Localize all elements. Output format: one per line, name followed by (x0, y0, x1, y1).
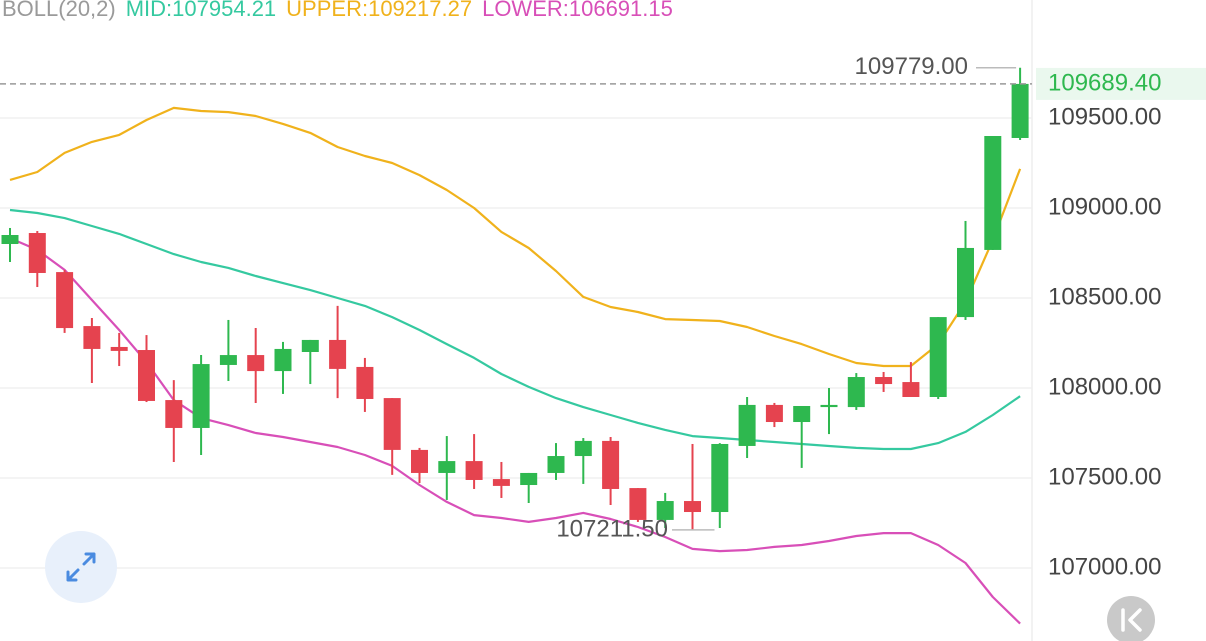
candle-body (820, 404, 838, 408)
band-line (9, 106, 1022, 368)
candle-body (629, 488, 647, 520)
candle-body (301, 339, 319, 352)
high-marker-label: 109779.00 (855, 53, 968, 80)
candle-body (465, 461, 483, 480)
candle-body (138, 350, 155, 401)
legend-entry: UPPER:109217.27 (286, 0, 472, 21)
candle-body (847, 377, 865, 408)
candle-body (329, 339, 347, 369)
candle-body (711, 443, 729, 513)
candle-body (602, 440, 620, 489)
candle-body (1011, 83, 1029, 138)
candle-body (875, 377, 893, 385)
y-tick-label: 108500.00 (1048, 283, 1161, 310)
candles (1, 67, 1029, 530)
last-price-bg (1036, 67, 1206, 100)
candle-body (929, 317, 947, 397)
y-tick-label: 108000.00 (1048, 373, 1161, 400)
low-marker-label: 107211.50 (556, 515, 668, 542)
candle-body (28, 233, 46, 273)
last-price-label: 109689.40 (1048, 69, 1161, 96)
expand-button[interactable] (45, 531, 117, 603)
candle-body (356, 366, 374, 399)
y-tick-label: 107000.00 (1048, 553, 1161, 580)
candle-body (110, 346, 128, 351)
candle-body (219, 355, 237, 365)
candle-body (383, 398, 401, 450)
candle-body (684, 501, 701, 513)
y-tick-label: 109500.00 (1048, 103, 1161, 130)
candle-body (574, 440, 592, 457)
labels: 107000.00 107500.00 108000.00 108500.00 1090… (0, 0, 1206, 580)
legend-entry: BOLL(20,2) (2, 0, 116, 21)
candle-body (492, 479, 510, 486)
legend-entry: MID:107954.21 (126, 0, 276, 21)
expand-icon[interactable] (66, 552, 96, 582)
expand-button-bg[interactable] (45, 531, 117, 603)
candle-body (957, 247, 974, 318)
candle-body (274, 348, 292, 372)
candle-body (520, 472, 538, 486)
candle-body (438, 461, 456, 473)
candle-body (1, 235, 19, 245)
y-tick-label: 107500.00 (1048, 463, 1161, 490)
candle-body (902, 382, 920, 397)
candle-body (547, 456, 565, 473)
candle-body (793, 405, 811, 423)
candle-body (765, 404, 783, 423)
candle-body (83, 326, 101, 349)
candle-body (56, 272, 74, 329)
y-tick-label: 109000.00 (1048, 193, 1161, 220)
legend: BOLL(20,2) MID:107954.21 UPPER:109217.27 LO… (2, 0, 673, 21)
collapse-button[interactable] (1107, 596, 1155, 641)
grid (0, 117, 1032, 569)
legend-entry: LOWER:106691.15 (482, 0, 673, 21)
collapse-icon[interactable] (1121, 608, 1142, 632)
candle-body (247, 355, 265, 372)
candle-body (656, 501, 674, 520)
candle-body (411, 449, 428, 473)
band-line (9, 208, 1021, 451)
candle-body (192, 364, 210, 428)
candle-body (165, 400, 183, 428)
candle-body (984, 136, 1002, 250)
candle-body (738, 404, 756, 446)
